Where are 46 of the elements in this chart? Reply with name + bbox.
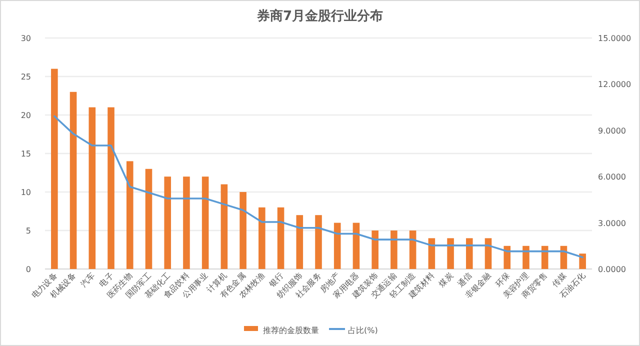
bar	[108, 107, 114, 269]
bar	[164, 176, 171, 269]
legend-label: 占比(%)	[348, 326, 378, 335]
bar	[277, 207, 284, 269]
bar	[522, 246, 530, 269]
bar	[220, 184, 228, 269]
bar	[466, 238, 473, 269]
y2-tick-label: 6.0000	[598, 172, 626, 182]
bar	[579, 254, 586, 269]
y-tick-label: 5	[26, 226, 31, 236]
bar	[258, 207, 266, 269]
line-series	[54, 115, 584, 258]
bar	[484, 238, 492, 269]
bar	[70, 92, 77, 269]
bar	[183, 176, 190, 269]
bar	[51, 68, 58, 269]
y-tick-label: 0	[26, 265, 31, 274]
bar	[240, 192, 246, 269]
y2-tick-label: 3.0000	[598, 218, 626, 228]
x-tick-label: 汽车	[78, 271, 97, 289]
bar	[428, 238, 436, 269]
x-tick-label: 煤炭	[437, 271, 455, 289]
y-tick-label: 30	[20, 34, 31, 43]
legend-label: 推荐的金股数量	[263, 326, 319, 335]
y-tick-label: 15	[20, 150, 31, 158]
bar	[504, 246, 511, 269]
bar	[202, 176, 209, 269]
y-tick-label: 25	[20, 72, 31, 82]
chart-title: 券商7月金股行业分布	[256, 8, 384, 24]
y2-tick-label: 15.0000	[598, 34, 632, 43]
bar	[296, 215, 304, 269]
bar	[315, 215, 322, 269]
bar	[145, 168, 152, 269]
bar	[447, 238, 454, 269]
bar	[409, 230, 416, 269]
bar	[372, 230, 378, 269]
bar	[352, 222, 360, 269]
bar	[126, 161, 134, 269]
y2-tick-label: 12.0000	[598, 80, 632, 90]
y2-tick-label: 9.0000	[598, 126, 626, 136]
y2-tick-label: 0.0000	[598, 265, 626, 274]
bar	[88, 107, 96, 269]
bar	[390, 230, 398, 269]
bar	[334, 222, 341, 269]
y-tick-label: 20	[20, 111, 31, 120]
y-tick-label: 10	[20, 188, 31, 197]
